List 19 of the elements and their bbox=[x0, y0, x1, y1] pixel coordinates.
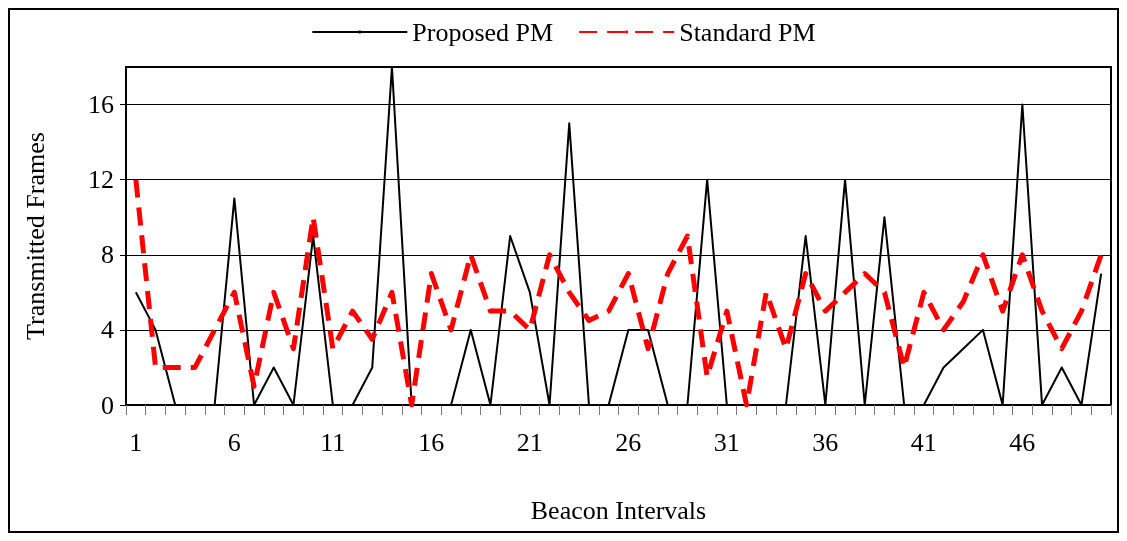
x-tick-label: 31 bbox=[713, 427, 740, 457]
legend-label: Standard PM bbox=[679, 17, 816, 47]
x-tick-label: 21 bbox=[516, 427, 543, 457]
x-tick-label: 11 bbox=[320, 427, 346, 457]
x-axis-title: Beacon Intervals bbox=[530, 495, 707, 525]
legend-label: Proposed PM bbox=[412, 17, 554, 47]
y-tick-label: 4 bbox=[101, 315, 114, 345]
x-tick-label: 46 bbox=[1009, 427, 1036, 457]
y-tick-label: 0 bbox=[101, 390, 114, 420]
x-tick-label: 26 bbox=[615, 427, 642, 457]
x-tick-label: 36 bbox=[812, 427, 839, 457]
x-tick-label: 16 bbox=[418, 427, 445, 457]
y-tick-label: 16 bbox=[88, 90, 114, 120]
x-tick-label: 6 bbox=[227, 427, 241, 457]
y-axis-title: Transmitted Frames bbox=[20, 132, 50, 340]
x-tick-label: 1 bbox=[129, 427, 143, 457]
y-tick-label: 12 bbox=[88, 165, 114, 195]
x-tick-label: 41 bbox=[910, 427, 937, 457]
y-tick-label: 8 bbox=[101, 240, 114, 270]
